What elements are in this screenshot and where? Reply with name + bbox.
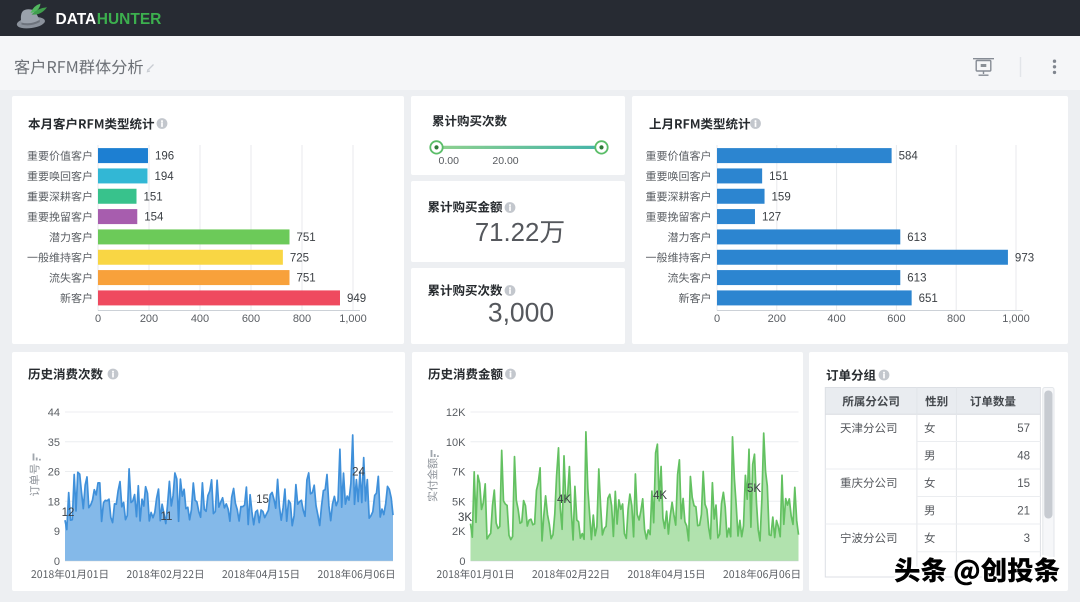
svg-text:151: 151 [144,191,163,203]
svg-text:HUNTER: HUNTER [97,11,162,28]
svg-text:4K: 4K [653,490,667,502]
svg-text:800: 800 [947,313,965,325]
svg-text:751: 751 [297,232,316,244]
svg-text:751: 751 [297,273,316,285]
svg-text:71.22: 71.22 [475,219,540,247]
svg-text:DATA: DATA [56,11,97,28]
svg-text:651: 651 [919,293,938,305]
svg-text:5K: 5K [747,483,761,495]
svg-text:1,000: 1,000 [1002,313,1030,325]
svg-text:725: 725 [290,252,309,264]
svg-text:10K: 10K [446,437,466,449]
svg-text:0.00: 0.00 [439,155,460,167]
svg-text:800: 800 [293,313,311,325]
svg-text:613: 613 [907,232,926,244]
svg-text:159: 159 [772,191,791,203]
svg-text:0: 0 [459,556,465,568]
svg-text:15: 15 [1017,478,1030,490]
svg-text:18: 18 [48,496,60,508]
svg-text:127: 127 [762,212,781,224]
svg-text:600: 600 [887,313,905,325]
svg-text:12: 12 [62,507,75,519]
svg-text:196: 196 [155,151,174,163]
svg-text:973: 973 [1015,252,1034,264]
svg-text:20.00: 20.00 [492,155,518,167]
svg-text:26: 26 [48,467,60,479]
svg-text:584: 584 [899,151,919,163]
svg-text:0: 0 [95,313,101,325]
svg-text:24: 24 [352,467,365,479]
svg-text:151: 151 [769,171,788,183]
svg-text:4K: 4K [557,494,571,506]
svg-text:194: 194 [154,171,174,183]
svg-text:3,000: 3,000 [488,298,554,328]
svg-text:400: 400 [827,313,845,325]
svg-text:600: 600 [242,313,260,325]
svg-text:44: 44 [48,407,60,419]
svg-text:154: 154 [144,212,164,224]
svg-text:21: 21 [1017,505,1030,517]
svg-text:15: 15 [256,494,269,506]
svg-text:9: 9 [54,526,60,538]
svg-text:35: 35 [48,437,60,449]
svg-text:3: 3 [1024,533,1030,545]
svg-text:400: 400 [191,313,209,325]
svg-text:949: 949 [347,293,366,305]
svg-text:1,000: 1,000 [339,313,367,325]
svg-text:0: 0 [714,313,720,325]
svg-text:3K: 3K [458,512,472,524]
svg-text:5K: 5K [452,496,466,508]
svg-text:7K: 7K [452,467,466,479]
svg-text:57: 57 [1017,423,1030,435]
svg-text:2K: 2K [452,526,466,538]
svg-text:12K: 12K [446,407,466,419]
svg-text:200: 200 [140,313,158,325]
svg-text:48: 48 [1017,450,1030,462]
svg-text:613: 613 [907,273,926,285]
svg-text:200: 200 [768,313,786,325]
svg-text:0: 0 [54,556,60,568]
svg-text:11: 11 [161,511,173,523]
